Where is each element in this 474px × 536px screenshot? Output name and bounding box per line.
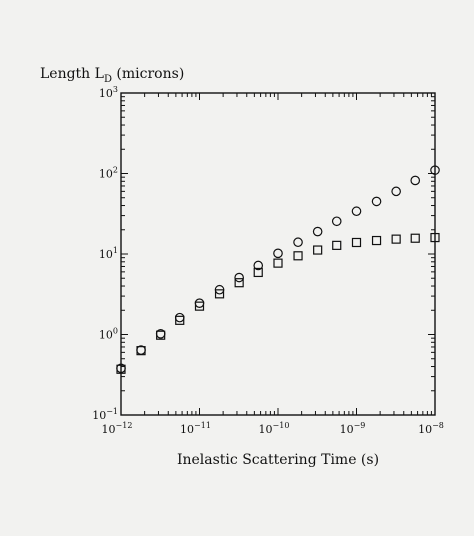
square-marker <box>371 235 382 246</box>
circle-marker <box>273 248 283 259</box>
square-marker <box>136 346 146 356</box>
square-marker <box>214 289 225 299</box>
square-marker <box>234 278 244 288</box>
x-tick-label: 10−12 <box>102 421 133 436</box>
y-tick-label: 101 <box>99 246 118 261</box>
data-markers <box>116 165 440 374</box>
square-marker <box>175 315 185 325</box>
y-tick-label: 10−1 <box>92 407 118 422</box>
circle-marker <box>194 298 205 308</box>
square-marker <box>194 301 205 311</box>
square-marker <box>313 245 323 255</box>
y-tick-label: 103 <box>99 85 118 100</box>
circle-marker <box>351 206 362 217</box>
y-axis-title-subscript: D <box>104 74 112 85</box>
x-tick-label: 10−10 <box>259 421 290 436</box>
axis-ticks <box>120 92 436 416</box>
circle-marker <box>312 226 323 237</box>
circle-marker <box>391 186 401 197</box>
x-axis-title: Inelastic Scattering Time (s) <box>177 452 379 468</box>
y-axis-title-main: Length L <box>40 66 104 82</box>
plot-frame <box>120 92 436 416</box>
y-axis-title: Length LD (microns) <box>40 66 184 85</box>
square-marker <box>332 240 342 250</box>
circle-marker <box>331 216 342 227</box>
circle-marker <box>371 196 382 207</box>
circle-marker <box>174 312 185 323</box>
square-marker <box>391 234 401 244</box>
axis-tick-labels: 10−12 10−11 10−10 10−9 10−8 10−1 100 101 102 103 <box>92 85 444 436</box>
square-marker <box>293 251 303 261</box>
circle-marker <box>253 260 264 271</box>
square-marker <box>273 258 283 268</box>
x-tick-label: 10−11 <box>180 421 211 436</box>
square-marker <box>351 237 362 248</box>
x-tick-label: 10−9 <box>340 421 366 436</box>
x-tick-label: 10−8 <box>418 421 444 436</box>
circle-marker <box>430 165 440 175</box>
circle-marker <box>234 272 244 283</box>
y-tick-label: 100 <box>99 327 118 342</box>
y-axis-title-unit: (microns) <box>112 66 184 82</box>
circle-marker <box>293 237 303 248</box>
square-marker <box>156 330 166 340</box>
y-tick-label: 102 <box>99 166 118 181</box>
square-marker <box>430 232 440 243</box>
circle-marker <box>410 175 421 186</box>
square-marker <box>410 233 420 243</box>
square-marker <box>253 267 263 278</box>
square-marker <box>116 364 126 374</box>
